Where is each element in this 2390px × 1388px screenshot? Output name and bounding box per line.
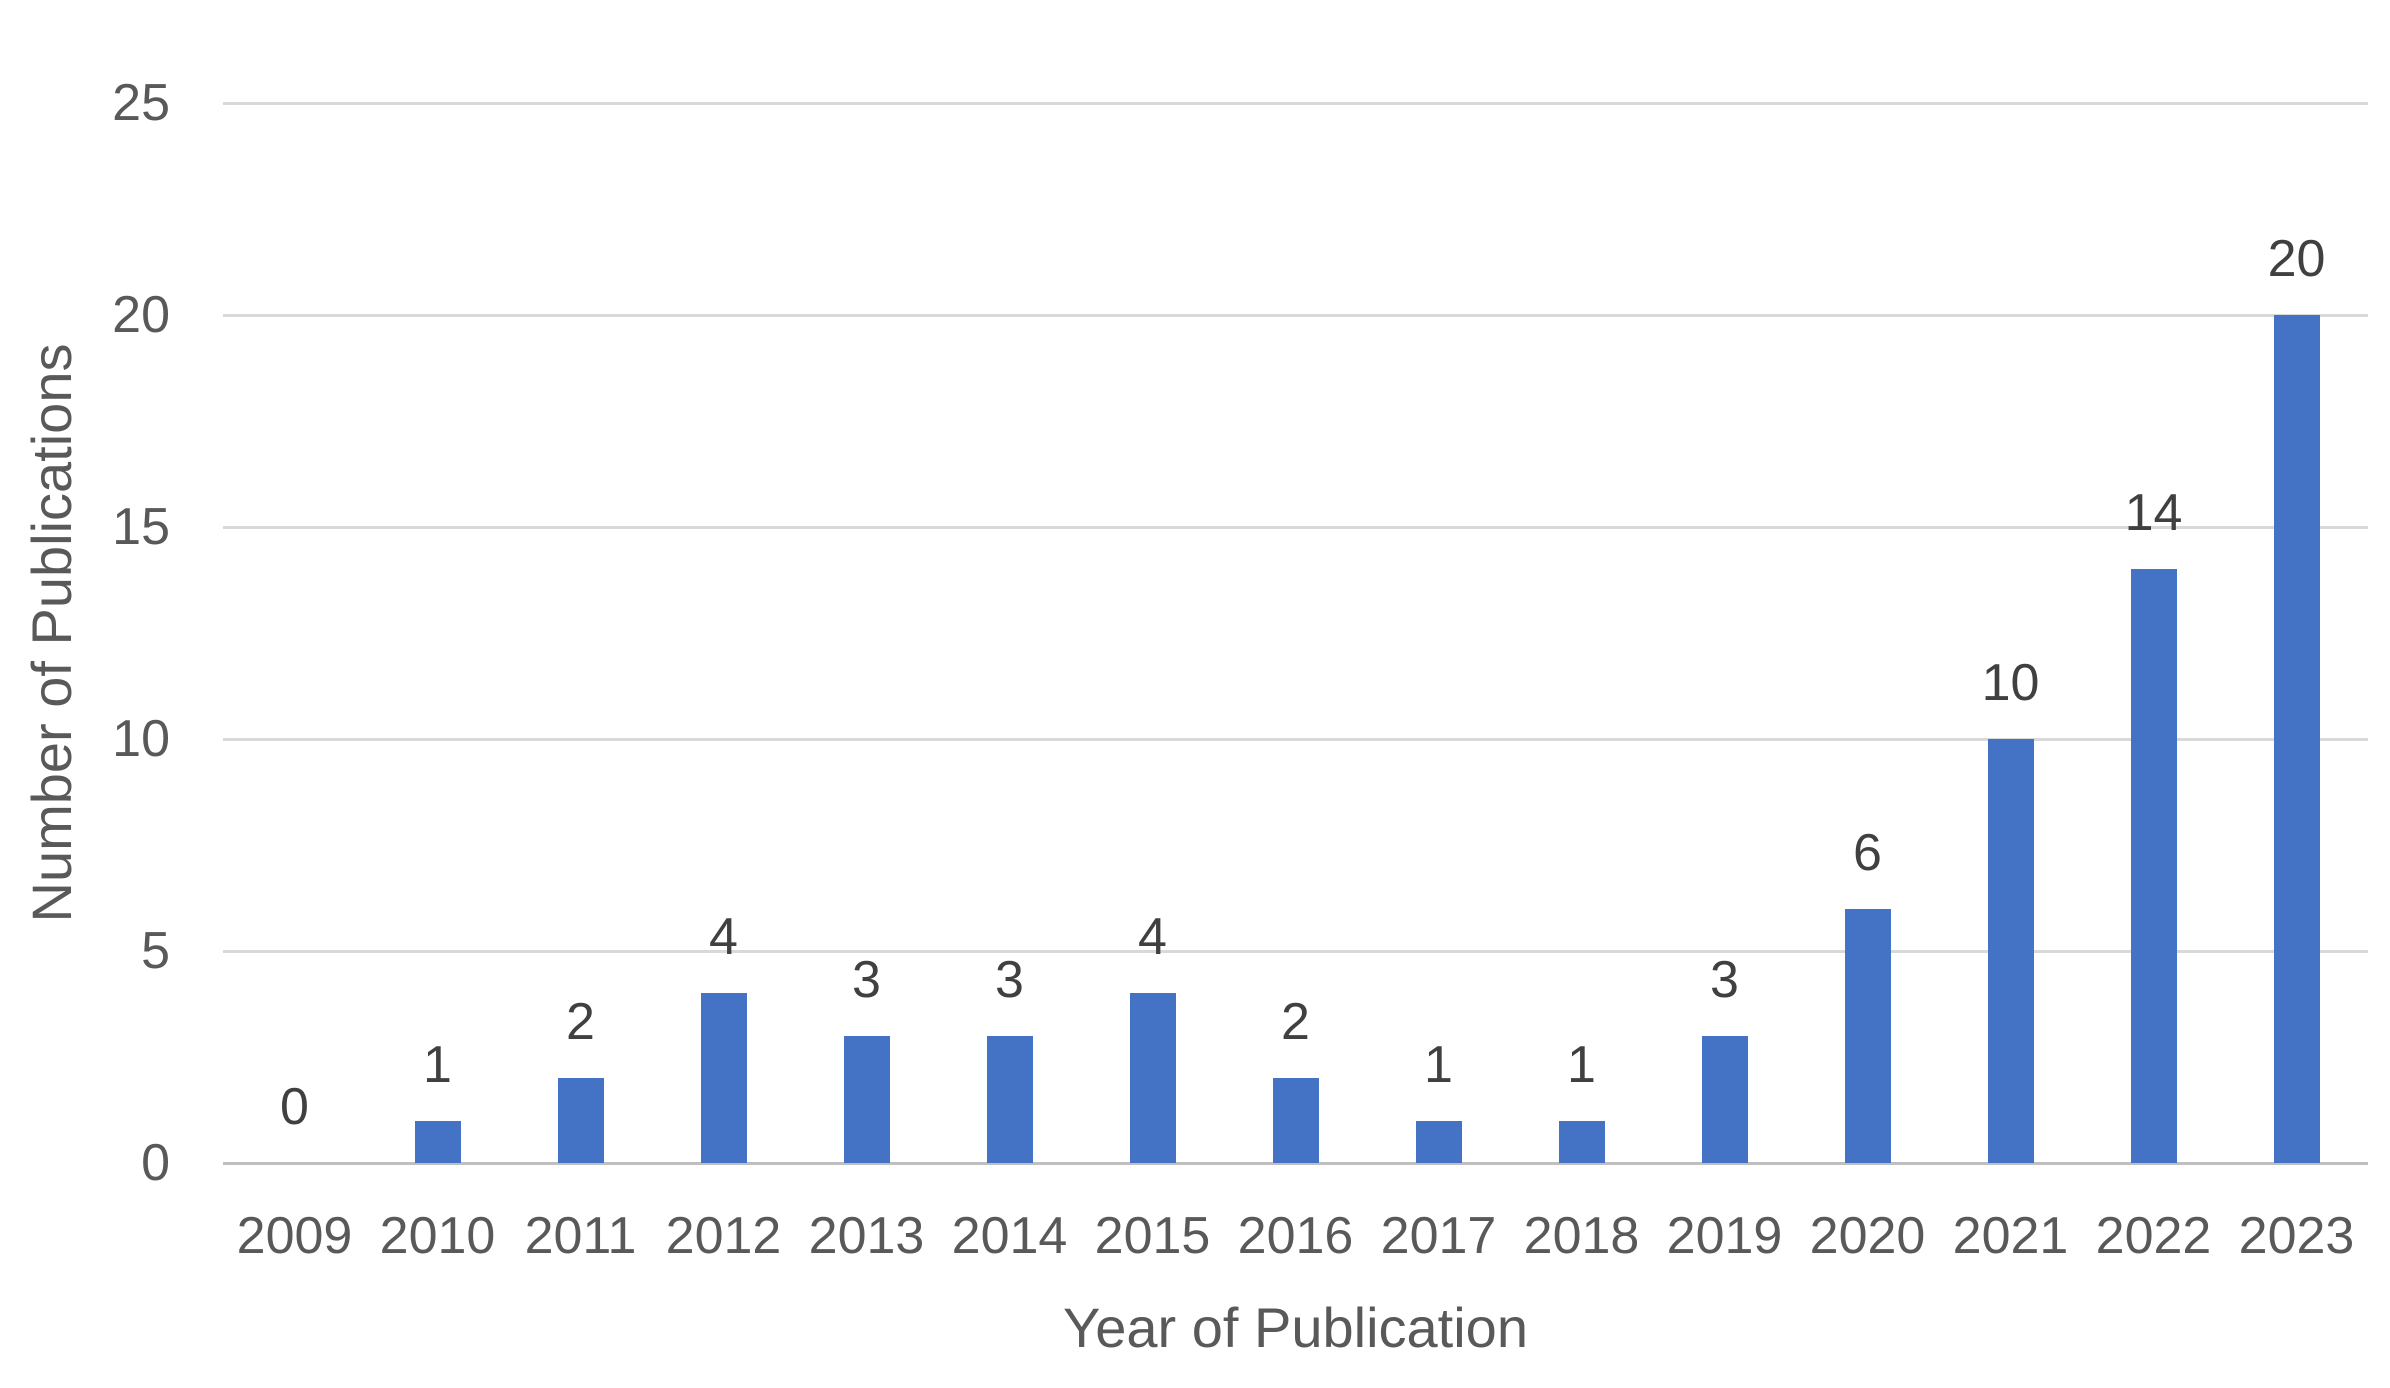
bar-value-label: 6 <box>1853 824 1882 882</box>
bar-value-label: 0 <box>280 1078 309 1136</box>
bar <box>2274 315 2320 1163</box>
bar-value-label: 2 <box>1281 993 1310 1051</box>
bar <box>1130 993 1176 1163</box>
bar-value-label: 1 <box>1567 1036 1596 1094</box>
bar <box>701 993 747 1163</box>
x-axis-line <box>223 1162 2368 1165</box>
x-tick-label: 2017 <box>1380 1207 1497 1265</box>
bar <box>1559 1121 1605 1163</box>
y-tick-label: 5 <box>141 922 170 980</box>
x-tick-label: 2014 <box>951 1207 1068 1265</box>
x-tick-label: 2020 <box>1809 1207 1926 1265</box>
x-tick-label: 2018 <box>1523 1207 1640 1265</box>
x-tick-label: 2023 <box>2238 1207 2355 1265</box>
bar-value-label: 4 <box>709 908 738 966</box>
x-tick-label: 2011 <box>524 1207 637 1265</box>
x-tick-label: 2019 <box>1666 1207 1783 1265</box>
bar-value-label: 3 <box>852 951 881 1009</box>
bar <box>1416 1121 1462 1163</box>
gridline <box>223 950 2368 953</box>
gridline <box>223 102 2368 105</box>
y-axis-title: Number of Publications <box>20 343 83 923</box>
bar-value-label: 3 <box>995 951 1024 1009</box>
bar-value-label: 1 <box>423 1036 452 1094</box>
bar-value-label: 2 <box>566 993 595 1051</box>
bar <box>987 1036 1033 1163</box>
bar <box>844 1036 890 1163</box>
gridline <box>223 314 2368 317</box>
bar <box>1273 1078 1319 1163</box>
gridline <box>223 738 2368 741</box>
bar-value-label: 14 <box>2124 484 2183 542</box>
bar <box>415 1121 461 1163</box>
y-tick-label: 25 <box>112 74 170 132</box>
x-tick-label: 2013 <box>808 1207 925 1265</box>
x-tick-label: 2012 <box>665 1207 782 1265</box>
y-tick-label: 15 <box>112 498 170 556</box>
x-tick-label: 2015 <box>1094 1207 1211 1265</box>
y-tick-label: 20 <box>112 286 170 344</box>
x-tick-label: 2010 <box>379 1207 496 1265</box>
bar <box>1845 909 1891 1163</box>
bar-value-label: 4 <box>1138 908 1167 966</box>
x-tick-label: 2022 <box>2095 1207 2212 1265</box>
bar-value-label: 1 <box>1424 1036 1453 1094</box>
y-tick-label: 0 <box>141 1134 170 1192</box>
bar-value-label: 10 <box>1981 654 2040 712</box>
bar <box>1702 1036 1748 1163</box>
bar <box>1988 739 2034 1163</box>
x-axis-title: Year of Publication <box>1063 1296 1528 1359</box>
gridline <box>223 526 2368 529</box>
bar <box>2131 569 2177 1163</box>
x-tick-label: 2009 <box>236 1207 353 1265</box>
y-tick-label: 10 <box>112 710 170 768</box>
x-tick-label: 2016 <box>1237 1207 1354 1265</box>
bar <box>558 1078 604 1163</box>
bar-value-label: 20 <box>2267 230 2326 288</box>
x-tick-label: 2021 <box>1952 1207 2069 1265</box>
bar-value-label: 3 <box>1710 951 1739 1009</box>
